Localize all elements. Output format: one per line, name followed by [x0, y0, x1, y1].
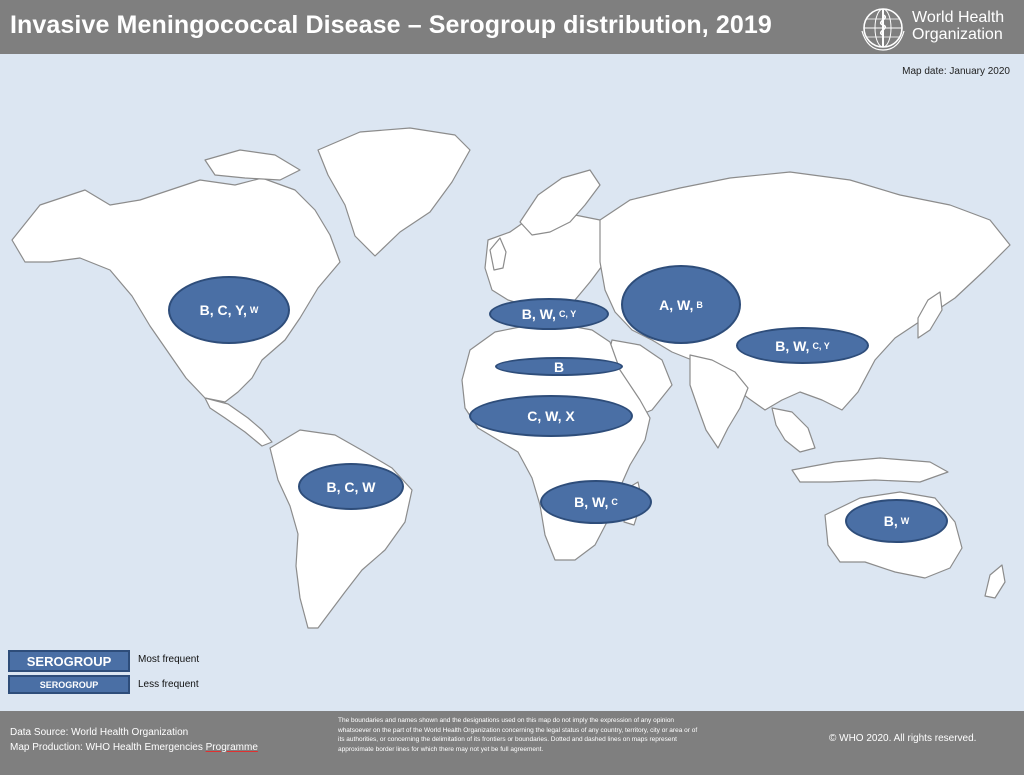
world-map — [11, 127, 1011, 629]
region-north-america: B, C, Y, W — [168, 276, 290, 344]
footer-credits: Data Source: World Health Organization M… — [10, 725, 258, 755]
north-america-landmass — [11, 177, 341, 403]
greenland-landmass — [317, 127, 471, 257]
region-australia: B, W — [845, 499, 948, 543]
region-south-america: B, C, W — [298, 463, 404, 510]
map-production-prefix: Map Production: WHO Health Emergencies — [10, 742, 206, 753]
header-bar: Invasive Meningococcal Disease – Serogro… — [0, 0, 1024, 54]
serogroup-minor-label: C, Y — [812, 340, 830, 351]
who-emblem-icon — [861, 8, 905, 51]
who-wordmark: World Health Organization — [912, 9, 1004, 43]
serogroup-major-label: B, W, — [574, 494, 609, 510]
legend-box-text: SEROGROUP — [26, 653, 112, 669]
who-name-line2: Organization — [912, 26, 1003, 43]
region-east-asia: B, W, C, Y — [736, 327, 869, 364]
footer-bar: Data Source: World Health Organization M… — [0, 711, 1024, 775]
serogroup-minor-label: B — [696, 299, 703, 310]
japan-landmass — [917, 291, 943, 339]
south-america-landmass — [269, 429, 413, 629]
legend-most-frequent-label: Most frequent — [138, 654, 200, 665]
serogroup-major-label: B, W, — [775, 337, 810, 354]
serogroup-major-label: B, C, W — [326, 478, 376, 495]
map-production: Map Production: WHO Health Emergencies P… — [10, 740, 258, 755]
region-southern-africa: B, W, C — [540, 480, 652, 524]
indonesia-landmass — [791, 457, 949, 483]
serogroup-minor-label: W — [249, 305, 259, 315]
serogroup-major-label: B, — [883, 513, 898, 529]
legend-less-frequent-box: SEROGROUP — [8, 675, 130, 694]
disclaimer: The boundaries and names shown and the d… — [338, 717, 698, 753]
map-title: Invasive Meningococcal Disease – Serogro… — [10, 11, 772, 39]
serogroup-minor-label: C — [611, 497, 618, 507]
serogroup-minor-label: C, Y — [558, 309, 577, 319]
map-production-underlined: Programme — [205, 742, 258, 753]
central-america-landmass — [204, 397, 273, 447]
legend-most-frequent-box: SEROGROUP — [8, 650, 130, 672]
uk-landmass — [489, 237, 507, 271]
scandinavia-landmass — [519, 169, 601, 236]
asia-landmass — [599, 171, 1011, 411]
region-meningitis-belt: C, W, X — [469, 395, 633, 437]
legend-less-frequent-label: Less frequent — [138, 679, 199, 690]
arctic-islands-landmass — [204, 149, 301, 181]
serogroup-major-label: B — [553, 358, 565, 375]
region-europe: B, W, C, Y — [489, 298, 609, 330]
map-date: Map date: January 2020 — [902, 66, 1010, 77]
who-name-line1: World Health — [912, 9, 1005, 26]
serogroup-minor-label: W — [900, 516, 910, 526]
region-north-africa: B — [495, 357, 623, 376]
legend-box-text: SEROGROUP — [39, 679, 99, 690]
data-source: Data Source: World Health Organization — [10, 727, 189, 738]
serogroup-major-label: B, C, Y, — [199, 302, 247, 318]
serogroup-major-label: A, W, — [659, 296, 694, 313]
serogroup-major-label: C, W, X — [527, 408, 575, 424]
new-zealand-landmass — [984, 564, 1006, 599]
region-central-asia: A, W, B — [621, 265, 741, 344]
india-landmass — [689, 354, 749, 449]
serogroup-major-label: B, W, — [521, 306, 556, 322]
se-asia-landmass — [771, 407, 816, 453]
copyright: © WHO 2020. All rights reserved. — [829, 733, 977, 744]
